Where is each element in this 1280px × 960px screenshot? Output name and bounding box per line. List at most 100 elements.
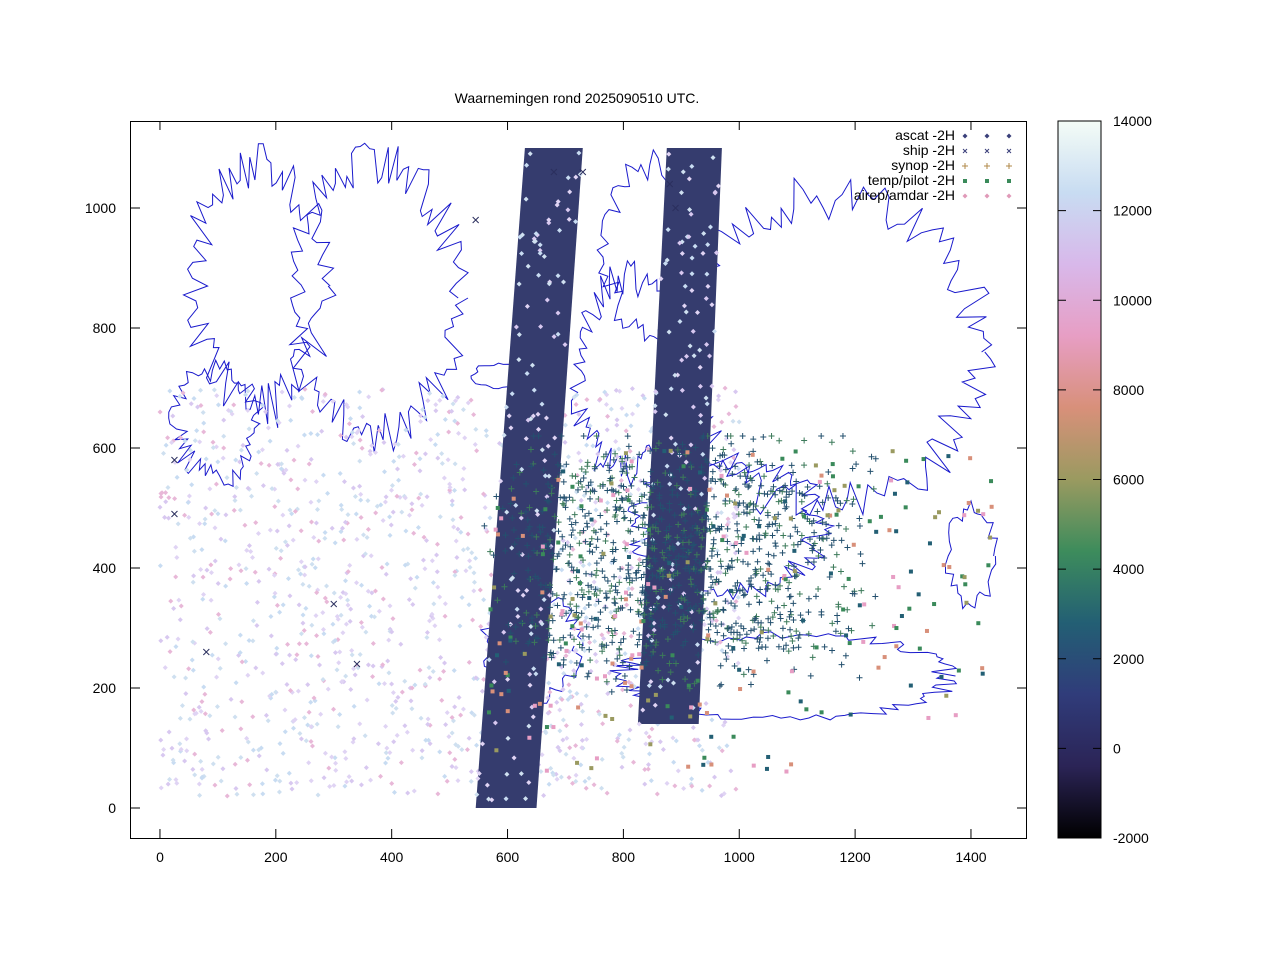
data-point bbox=[636, 451, 643, 458]
data-point bbox=[701, 762, 706, 767]
data-point bbox=[579, 504, 584, 509]
data-point bbox=[422, 566, 428, 572]
data-point bbox=[560, 538, 566, 544]
data-point bbox=[422, 414, 428, 420]
legend-marker bbox=[1006, 193, 1012, 199]
data-point bbox=[689, 271, 695, 277]
data-point bbox=[673, 482, 680, 489]
data-point bbox=[769, 614, 776, 621]
data-point bbox=[790, 644, 797, 651]
data-point bbox=[177, 617, 183, 623]
data-point bbox=[423, 737, 429, 743]
data-point bbox=[700, 608, 707, 615]
data-point bbox=[505, 709, 510, 714]
data-point bbox=[572, 535, 578, 541]
data-point bbox=[575, 604, 581, 610]
data-point bbox=[768, 433, 775, 439]
data-point bbox=[709, 717, 715, 723]
data-point bbox=[628, 703, 634, 709]
data-point bbox=[685, 560, 690, 565]
data-point bbox=[210, 445, 216, 451]
data-point bbox=[231, 507, 237, 513]
data-point bbox=[354, 430, 360, 436]
data-point bbox=[775, 586, 782, 593]
data-point bbox=[579, 483, 586, 490]
data-point bbox=[269, 486, 275, 492]
data-point bbox=[675, 553, 682, 560]
data-point bbox=[650, 482, 657, 489]
data-point bbox=[795, 635, 802, 642]
data-point bbox=[452, 418, 458, 424]
data-point bbox=[740, 625, 747, 632]
data-point bbox=[747, 681, 754, 688]
data-point bbox=[649, 616, 656, 623]
data-point bbox=[278, 466, 284, 472]
data-point bbox=[757, 586, 764, 593]
data-point bbox=[320, 610, 326, 616]
data-point bbox=[589, 766, 594, 771]
data-point bbox=[449, 498, 455, 504]
data-point bbox=[308, 430, 314, 436]
data-point bbox=[809, 654, 816, 661]
data-point bbox=[228, 696, 234, 702]
data-point bbox=[788, 462, 795, 469]
data-point bbox=[593, 544, 600, 551]
data-point bbox=[772, 543, 779, 550]
data-point bbox=[565, 175, 571, 181]
data-point bbox=[592, 518, 598, 524]
data-point bbox=[494, 653, 499, 658]
data-point bbox=[477, 587, 483, 593]
data-point bbox=[291, 725, 297, 731]
data-point bbox=[614, 655, 621, 662]
data-point bbox=[314, 506, 320, 512]
data-point bbox=[830, 474, 835, 479]
data-point bbox=[338, 502, 344, 508]
data-point bbox=[680, 545, 687, 552]
data-point bbox=[483, 634, 489, 640]
data-point bbox=[624, 602, 630, 608]
data-point bbox=[623, 590, 628, 595]
data-point bbox=[787, 608, 794, 615]
data-point bbox=[597, 587, 604, 594]
data-point bbox=[171, 605, 177, 611]
data-point bbox=[740, 536, 745, 541]
data-point bbox=[532, 623, 539, 630]
data-point bbox=[209, 652, 215, 658]
data-point bbox=[904, 458, 909, 463]
data-point bbox=[731, 515, 737, 521]
data-point bbox=[587, 657, 594, 664]
data-point bbox=[616, 579, 623, 586]
data-point bbox=[190, 667, 196, 673]
data-point bbox=[245, 407, 251, 413]
data-point bbox=[658, 276, 664, 282]
data-point bbox=[849, 465, 856, 472]
data-point bbox=[743, 510, 750, 517]
data-point bbox=[277, 609, 283, 615]
data-point bbox=[594, 676, 599, 681]
data-point bbox=[643, 556, 650, 563]
data-point bbox=[160, 450, 166, 456]
data-point bbox=[692, 568, 699, 575]
data-point bbox=[932, 602, 937, 607]
data-point bbox=[566, 774, 572, 780]
data-point bbox=[524, 303, 530, 309]
data-point bbox=[703, 395, 709, 401]
data-point bbox=[605, 500, 611, 506]
data-point bbox=[554, 553, 561, 560]
data-point bbox=[298, 736, 304, 742]
data-point bbox=[540, 552, 545, 557]
data-point bbox=[558, 774, 564, 780]
data-point bbox=[165, 435, 171, 441]
data-point bbox=[694, 507, 701, 514]
data-point bbox=[557, 644, 564, 651]
data-point bbox=[279, 389, 285, 395]
data-point bbox=[624, 433, 631, 440]
data-point bbox=[653, 639, 660, 646]
data-point bbox=[553, 592, 560, 599]
data-point bbox=[741, 533, 746, 538]
data-point bbox=[829, 620, 836, 627]
data-point bbox=[213, 481, 219, 487]
data-point bbox=[668, 448, 673, 453]
data-point bbox=[398, 760, 404, 766]
data-point bbox=[548, 765, 554, 771]
